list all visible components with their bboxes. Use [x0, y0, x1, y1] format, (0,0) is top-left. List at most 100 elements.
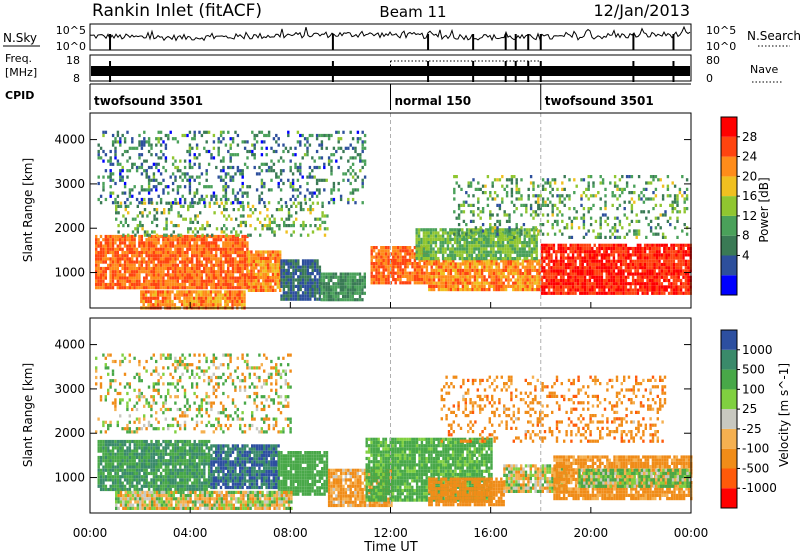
- heatmap-cell: [419, 265, 421, 268]
- heatmap-cell: [440, 235, 442, 238]
- heatmap-cell: [285, 282, 287, 285]
- heatmap-cell: [283, 221, 285, 224]
- heatmap-cell: [203, 280, 205, 283]
- heatmap-cell: [684, 207, 686, 210]
- heatmap-cell: [117, 238, 119, 241]
- heatmap-cell: [232, 264, 234, 267]
- heatmap-cell: [546, 292, 548, 295]
- heatmap-cell: [354, 289, 356, 292]
- heatmap-cell: [618, 260, 620, 263]
- heatmap-cell: [655, 204, 657, 207]
- heatmap-cell: [225, 245, 227, 248]
- heatmap-cell: [218, 150, 220, 153]
- heatmap-cell: [548, 285, 550, 288]
- heatmap-cell: [255, 250, 257, 253]
- heatmap-cell: [163, 211, 165, 214]
- heatmap-cell: [100, 273, 102, 276]
- heatmap-cell: [105, 283, 107, 286]
- heatmap-cell: [553, 260, 555, 263]
- heatmap-cell: [461, 231, 463, 234]
- heatmap-cell: [407, 278, 409, 281]
- heatmap-cell: [676, 236, 678, 239]
- heatmap-cell: [172, 238, 174, 241]
- heatmap-cell: [474, 266, 476, 269]
- heatmap-cell: [682, 244, 684, 247]
- heatmap-cell: [656, 253, 658, 256]
- heatmap-cell: [666, 285, 668, 288]
- heatmap-cell: [479, 282, 481, 285]
- heatmap-cell: [471, 266, 473, 269]
- heatmap-cell: [227, 297, 229, 300]
- heatmap-cell: [222, 297, 224, 300]
- heatmap-cell: [182, 134, 184, 137]
- heatmap-cell: [495, 278, 497, 281]
- heatmap-cell: [486, 262, 488, 265]
- heatmap-cell: [656, 276, 658, 279]
- heatmap-cell: [198, 254, 200, 257]
- heatmap-cell: [371, 265, 373, 268]
- heatmap-cell: [687, 292, 689, 295]
- heatmap-cell: [583, 226, 585, 229]
- heatmap-cell: [170, 176, 172, 179]
- heatmap-cell: [165, 147, 167, 150]
- heatmap-cell: [150, 303, 152, 306]
- heatmap-cell: [213, 248, 215, 251]
- heatmap-cell: [558, 260, 560, 263]
- heatmap-cell: [572, 244, 574, 247]
- heatmap-cell: [620, 253, 622, 256]
- heatmap-cell: [217, 286, 219, 289]
- heatmap-cell: [143, 270, 145, 273]
- heatmap-cell: [193, 277, 195, 280]
- heatmap-cell: [529, 262, 531, 265]
- heatmap-cell: [97, 273, 99, 276]
- heatmap-cell: [490, 247, 492, 250]
- heatmap-cell: [577, 266, 579, 269]
- heatmap-cell: [540, 194, 542, 197]
- heatmap-cell: [383, 268, 385, 271]
- heatmap-cell: [109, 261, 111, 264]
- heatmap-cell: [207, 294, 209, 297]
- heatmap-cell: [189, 221, 191, 224]
- heatmap-cell: [555, 257, 557, 260]
- heatmap-cell: [489, 223, 491, 226]
- heatmap-cell: [682, 285, 684, 288]
- heatmap-cell: [459, 247, 461, 250]
- heatmap-cell: [504, 235, 506, 238]
- heatmap-cell: [248, 276, 250, 279]
- heatmap-cell: [385, 268, 387, 271]
- heatmap-cell: [177, 192, 179, 195]
- heatmap-cell: [464, 262, 466, 265]
- heatmap-cell: [548, 263, 550, 266]
- heatmap-cell: [438, 266, 440, 269]
- heatmap-cell: [236, 290, 238, 293]
- heatmap-cell: [447, 269, 449, 272]
- heatmap-cell: [371, 281, 373, 284]
- heatmap-cell: [160, 254, 162, 257]
- heatmap-cell: [266, 224, 268, 227]
- heatmap-cell: [164, 294, 166, 297]
- heatmap-cell: [316, 291, 318, 294]
- heatmap-cell: [273, 230, 275, 233]
- heatmap-cell: [685, 263, 687, 266]
- heatmap-cell: [320, 276, 322, 279]
- heatmap-cell: [332, 282, 334, 285]
- heatmap-cell: [618, 292, 620, 295]
- heatmap-cell: [198, 286, 200, 289]
- heatmap-cell: [577, 289, 579, 292]
- heatmap-cell: [176, 297, 178, 300]
- heatmap-cell: [609, 181, 611, 184]
- heatmap-cell: [167, 134, 169, 137]
- heatmap-cell: [280, 294, 282, 297]
- heatmap-cell: [399, 275, 401, 278]
- heatmap-cell: [239, 300, 241, 303]
- heatmap-cell: [428, 285, 430, 288]
- heatmap-cell: [164, 300, 166, 303]
- heatmap-cell: [432, 247, 434, 250]
- heatmap-cell: [582, 276, 584, 279]
- heatmap-cell: [232, 280, 234, 283]
- heatmap-cell: [119, 261, 121, 264]
- heatmap-cell: [241, 290, 243, 293]
- heatmap-cell: [570, 269, 572, 272]
- heatmap-cell: [129, 195, 131, 198]
- heatmap-cell: [122, 192, 124, 195]
